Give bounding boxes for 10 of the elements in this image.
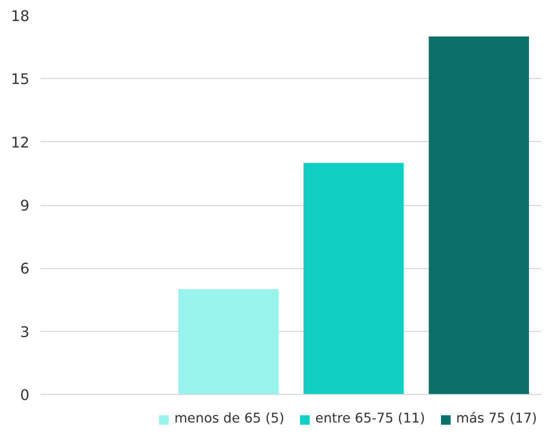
- legend-label: entre 65-75 (11): [315, 412, 426, 426]
- legend-label: más 75 (17): [456, 412, 537, 426]
- y-tick-label: 18: [10, 8, 30, 25]
- legend-label: menos de 65 (5): [174, 412, 284, 426]
- y-tick-label: 15: [10, 71, 30, 88]
- y-tick-label: 12: [10, 134, 30, 152]
- y-tick-label: 0: [20, 387, 30, 404]
- y-tick-label: 3: [20, 324, 30, 341]
- y-tick-label: 9: [20, 198, 30, 214]
- y-tick-label: 6: [20, 260, 30, 278]
